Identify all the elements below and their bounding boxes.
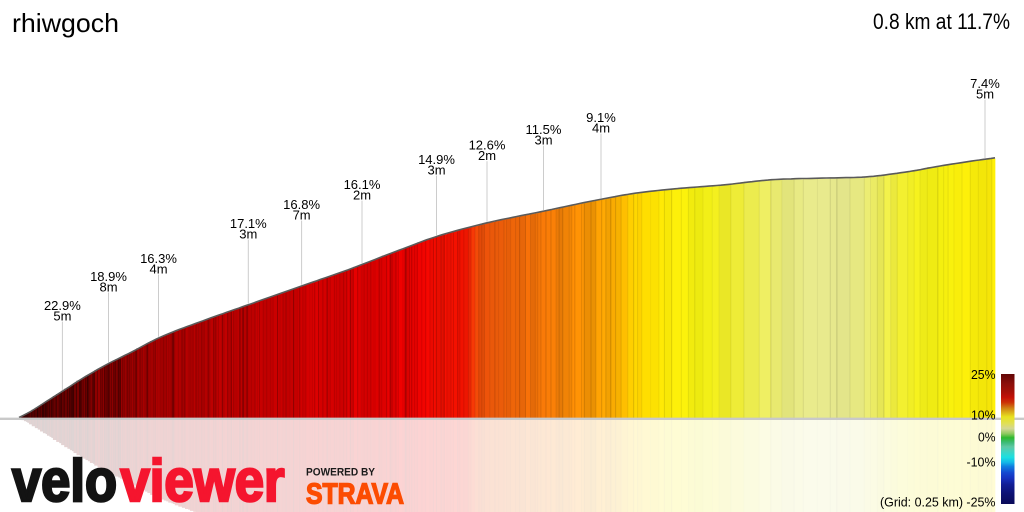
svg-text:velo: velo [12, 448, 117, 512]
svg-text:16.1%: 16.1% [344, 177, 381, 192]
svg-text:3m: 3m [239, 226, 257, 241]
svg-text:7.4%: 7.4% [970, 76, 1000, 91]
svg-text:4m: 4m [149, 261, 167, 276]
svg-text:14.9%: 14.9% [418, 152, 455, 167]
svg-text:2m: 2m [353, 187, 371, 202]
svg-text:viewer: viewer [121, 448, 285, 512]
svg-text:0%: 0% [978, 430, 996, 445]
svg-text:3m: 3m [534, 132, 552, 147]
svg-text:7m: 7m [293, 207, 311, 222]
svg-text:5m: 5m [976, 86, 994, 101]
svg-text:11.5%: 11.5% [526, 122, 562, 137]
svg-text:STRAVA: STRAVA [306, 479, 404, 511]
svg-text:-10%: -10% [967, 455, 996, 470]
svg-text:5m: 5m [53, 308, 71, 323]
svg-text:9.1%: 9.1% [586, 110, 616, 125]
svg-text:17.1%: 17.1% [230, 216, 267, 231]
svg-text:10%: 10% [971, 408, 996, 423]
svg-text:(Grid: 0.25 km) -25%: (Grid: 0.25 km) -25% [880, 495, 996, 510]
svg-text:25%: 25% [971, 367, 996, 382]
svg-text:8m: 8m [99, 279, 117, 294]
svg-text:2m: 2m [478, 148, 496, 163]
svg-text:3m: 3m [427, 162, 445, 177]
svg-text:rhiwgoch: rhiwgoch [12, 8, 119, 38]
svg-text:22.9%: 22.9% [44, 298, 81, 313]
svg-text:0.8 km at 11.7%: 0.8 km at 11.7% [873, 9, 1010, 34]
svg-text:16.8%: 16.8% [283, 197, 320, 212]
svg-text:16.3%: 16.3% [140, 251, 177, 266]
svg-text:12.6%: 12.6% [469, 138, 506, 153]
svg-text:4m: 4m [592, 120, 610, 135]
svg-text:18.9%: 18.9% [90, 269, 127, 284]
svg-text:POWERED BY: POWERED BY [306, 467, 376, 479]
